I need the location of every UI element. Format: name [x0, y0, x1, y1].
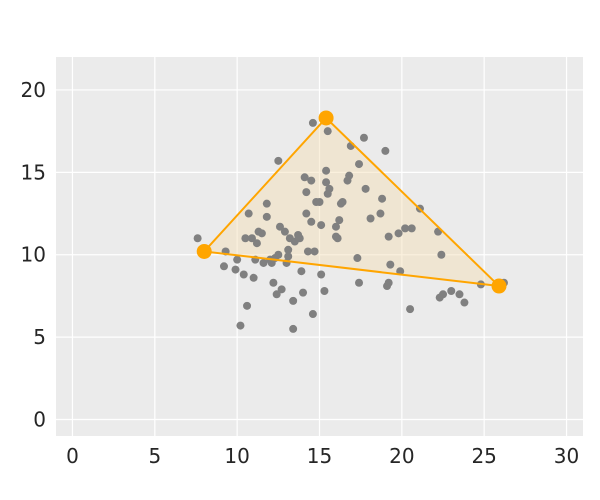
y-tick-label: 0 [33, 408, 46, 432]
scatter-point [384, 278, 393, 287]
y-tick-label: 5 [33, 325, 46, 349]
hull-vertex-marker [318, 110, 334, 126]
scatter-point [241, 234, 250, 243]
x-tick-label: 15 [307, 444, 332, 468]
scatter-point [269, 278, 278, 287]
hull-triangle [204, 117, 500, 287]
x-tick-label: 10 [224, 444, 249, 468]
scatter-point [297, 267, 306, 276]
scatter-point [233, 255, 242, 264]
hull-vertex-marker [196, 243, 212, 259]
hull-vertices [196, 110, 507, 294]
scatter-point [378, 194, 387, 203]
scatter-point [333, 234, 342, 243]
scatter-point [353, 254, 362, 263]
scatter-point [303, 247, 312, 256]
scatter-point [231, 265, 240, 274]
scatter-point [193, 234, 202, 243]
scatter-point [289, 296, 298, 305]
scatter-point [338, 198, 347, 207]
x-tick-label: 25 [471, 444, 496, 468]
scatter-point [323, 127, 332, 136]
scatter-point [262, 212, 271, 221]
scatter-point [239, 270, 248, 279]
scatter-point [322, 178, 331, 187]
scatter-point [277, 285, 286, 294]
scatter-point [315, 198, 324, 207]
scatter-point [308, 310, 317, 319]
scatter-point [259, 258, 268, 267]
scatter-point [376, 209, 385, 218]
scatter-point [274, 156, 283, 165]
scatter-point [407, 224, 416, 233]
scatter-point [275, 222, 284, 231]
scatter-point [331, 222, 340, 231]
x-tick-label: 30 [554, 444, 579, 468]
scatter-point [302, 188, 311, 197]
scatter-point [361, 184, 370, 193]
y-tick-label: 15 [21, 160, 46, 184]
scatter-point [257, 229, 266, 238]
scatter-point [252, 239, 261, 248]
hull-vertex-marker [491, 278, 507, 294]
x-tick-label: 5 [148, 444, 161, 468]
scatter-point [284, 252, 293, 261]
scatter-point [406, 305, 415, 314]
scatter-point [302, 209, 311, 218]
hull-outline [203, 116, 501, 288]
scatter-point [437, 250, 446, 259]
scatter-point [300, 173, 309, 182]
grid-lines [56, 57, 583, 436]
scatter-point [236, 321, 245, 330]
x-tick-labels: 0 5 10 15 20 25 30 [66, 444, 579, 468]
scatter-point [284, 245, 293, 254]
scatter-point [447, 286, 456, 295]
scatter-point [335, 216, 344, 225]
scatter-point [366, 214, 375, 223]
x-tick-label: 20 [389, 444, 414, 468]
y-tick-label: 20 [21, 78, 46, 102]
scatter-point [310, 247, 319, 256]
scatter-point [359, 133, 368, 142]
scatter-point [307, 217, 316, 226]
scatter-point [247, 234, 256, 243]
scatter-point [394, 229, 403, 238]
scatter-point [355, 160, 364, 169]
scatter-point [289, 324, 298, 333]
scatter-point [307, 176, 316, 185]
scatter-point [308, 118, 317, 127]
scatter-point [386, 260, 395, 269]
y-tick-labels: 0 5 10 15 20 [21, 78, 46, 432]
scatter-point [299, 288, 308, 297]
scatter-point [249, 273, 258, 282]
scatter-point [384, 232, 393, 241]
scatter-point [317, 270, 326, 279]
scatter-point [322, 166, 331, 175]
scatter-point [345, 171, 354, 180]
scatter-point [325, 184, 334, 193]
scatter-point [274, 250, 283, 259]
scatter-point [219, 262, 228, 271]
scatter-point [439, 290, 448, 299]
scatter-point [317, 221, 326, 230]
scatter-point [401, 224, 410, 233]
scatter-point [320, 286, 329, 295]
scatter-point [280, 227, 289, 236]
scatter-point [460, 298, 469, 307]
x-tick-label: 0 [66, 444, 79, 468]
scatter-point [295, 234, 304, 243]
scatter-point [272, 290, 281, 299]
scatter-point [455, 290, 464, 299]
scatter-point [355, 278, 364, 287]
scatter-point [244, 209, 253, 218]
hull-fill [204, 117, 500, 287]
scatter-point [381, 146, 390, 155]
scatter-point [262, 199, 271, 208]
y-tick-label: 10 [21, 243, 46, 267]
scatter-point [243, 301, 252, 310]
